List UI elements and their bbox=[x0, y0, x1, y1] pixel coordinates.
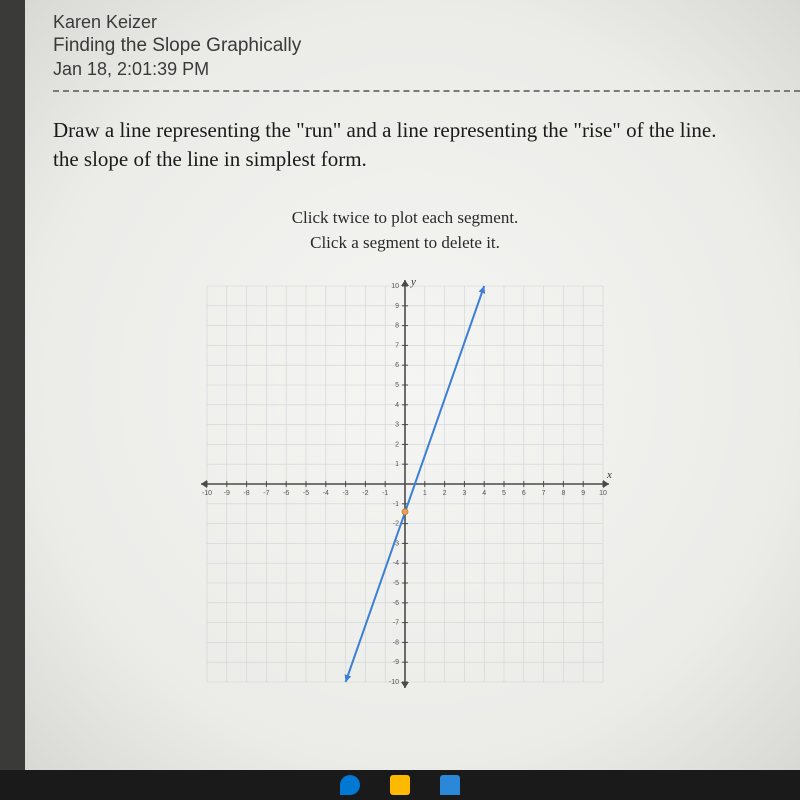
graph-container: -10 -9 -8 -7 -6 -5 -4 -3 -2 -1 1 2 3 4 5 6 7 8 9 10 -10 -9 -8 -… bbox=[25, 274, 785, 694]
svg-text:8: 8 bbox=[561, 490, 565, 497]
svg-text:-8: -8 bbox=[243, 490, 249, 497]
svg-text:-5: -5 bbox=[303, 490, 309, 497]
svg-text:3: 3 bbox=[462, 490, 466, 497]
instruction-text: Draw a line representing the "run" and a… bbox=[53, 116, 800, 175]
svg-text:-7: -7 bbox=[393, 619, 399, 626]
svg-text:-10: -10 bbox=[389, 679, 399, 686]
subinstruction-line-1: Click twice to plot each segment. bbox=[292, 208, 519, 227]
svg-text:2: 2 bbox=[443, 490, 447, 497]
student-name: Karen Keizer bbox=[53, 12, 800, 33]
svg-text:6: 6 bbox=[395, 362, 399, 369]
svg-text:-4: -4 bbox=[323, 490, 329, 497]
svg-text:2: 2 bbox=[395, 441, 399, 448]
svg-text:-2: -2 bbox=[393, 520, 399, 527]
divider bbox=[53, 90, 800, 92]
svg-text:-1: -1 bbox=[393, 501, 399, 508]
timestamp: Jan 18, 2:01:39 PM bbox=[53, 59, 800, 80]
svg-text:6: 6 bbox=[522, 490, 526, 497]
svg-text:5: 5 bbox=[395, 382, 399, 389]
taskbar-icon[interactable] bbox=[340, 775, 360, 795]
svg-text:y: y bbox=[410, 276, 416, 288]
svg-text:-2: -2 bbox=[362, 490, 368, 497]
svg-text:10: 10 bbox=[599, 490, 607, 497]
svg-text:10: 10 bbox=[391, 283, 399, 290]
svg-text:4: 4 bbox=[482, 490, 486, 497]
svg-text:-9: -9 bbox=[393, 659, 399, 666]
svg-text:1: 1 bbox=[423, 490, 427, 497]
subinstruction-line-2: Click a segment to delete it. bbox=[310, 233, 500, 252]
svg-text:-3: -3 bbox=[342, 490, 348, 497]
worksheet-title: Finding the Slope Graphically bbox=[53, 35, 800, 57]
instruction-line-1: Draw a line representing the "run" and a… bbox=[53, 118, 716, 142]
svg-text:8: 8 bbox=[395, 322, 399, 329]
svg-text:-10: -10 bbox=[202, 490, 212, 497]
svg-text:-9: -9 bbox=[224, 490, 230, 497]
svg-text:-7: -7 bbox=[263, 490, 269, 497]
coordinate-graph[interactable]: -10 -9 -8 -7 -6 -5 -4 -3 -2 -1 1 2 3 4 5 6 7 8 9 10 -10 -9 -8 -… bbox=[195, 274, 615, 694]
svg-text:-5: -5 bbox=[393, 580, 399, 587]
taskbar-icon[interactable] bbox=[440, 775, 460, 795]
svg-text:-8: -8 bbox=[393, 639, 399, 646]
window-left-edge bbox=[0, 0, 25, 770]
svg-text:-6: -6 bbox=[283, 490, 289, 497]
svg-text:7: 7 bbox=[395, 342, 399, 349]
worksheet-page: Karen Keizer Finding the Slope Graphical… bbox=[25, 0, 800, 770]
svg-text:-6: -6 bbox=[393, 600, 399, 607]
svg-text:-4: -4 bbox=[393, 560, 399, 567]
svg-text:3: 3 bbox=[395, 421, 399, 428]
svg-text:x: x bbox=[606, 469, 612, 481]
svg-text:4: 4 bbox=[395, 402, 399, 409]
svg-text:5: 5 bbox=[502, 490, 506, 497]
svg-text:7: 7 bbox=[542, 490, 546, 497]
taskbar bbox=[0, 770, 800, 800]
subinstruction-text: Click twice to plot each segment. Click … bbox=[25, 205, 785, 256]
instruction-line-2: the slope of the line in simplest form. bbox=[53, 147, 367, 171]
svg-text:1: 1 bbox=[395, 461, 399, 468]
svg-text:9: 9 bbox=[581, 490, 585, 497]
svg-text:-1: -1 bbox=[382, 490, 388, 497]
taskbar-icon[interactable] bbox=[390, 775, 410, 795]
svg-text:9: 9 bbox=[395, 303, 399, 310]
